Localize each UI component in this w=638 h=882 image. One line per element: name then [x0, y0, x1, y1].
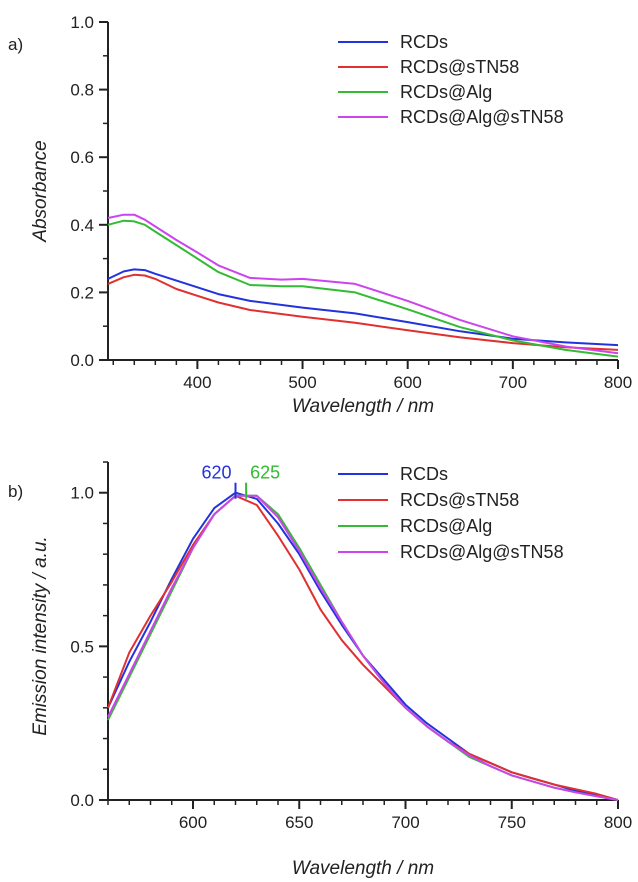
peak-label: 625 — [250, 463, 280, 483]
panel-b-label: b) — [8, 482, 23, 501]
plot-area-a — [108, 22, 618, 360]
panel-a-label: a) — [8, 35, 23, 54]
series-line-rcds-stn58 — [107, 273, 619, 351]
axes-a: 400 500 600 700 800 0.0 0.2 0.4 0.6 0.8 1.0 — [70, 13, 632, 392]
legend-a: RCDs RCDs@sTN58 RCDs@Alg RCDs@Alg@sTN58 — [338, 32, 564, 127]
y-axis-title-b: Emission intensity / a.u. — [30, 536, 51, 736]
x-tick-label: 500 — [288, 373, 316, 392]
series-line-rcds-alg-stn58 — [107, 213, 619, 355]
legend-label: RCDs@Alg — [400, 82, 492, 102]
y-tick-label: 0.0 — [70, 791, 94, 810]
y-tick-label: 0.5 — [70, 637, 94, 656]
legend-label: RCDs@Alg — [400, 516, 492, 536]
x-tick-label: 700 — [499, 373, 527, 392]
x-tick-label: 700 — [391, 813, 419, 832]
y-tick-label: 0.4 — [70, 216, 94, 235]
series-line-rcds-alg-stn58 — [107, 494, 619, 801]
legend-label: RCDs — [400, 32, 448, 52]
legend-label: RCDs@sTN58 — [400, 57, 519, 77]
y-tick-label: 0.0 — [70, 351, 94, 370]
series-group-b — [107, 491, 619, 801]
y-tick-label: 0.8 — [70, 81, 94, 100]
legend-label: RCDs@Alg@sTN58 — [400, 107, 564, 127]
panel-a-absorbance: a) 400 500 600 700 800 0.0 0.2 0.4 0.6 0.8 1.0 RCD… — [8, 13, 632, 417]
x-tick-label: 600 — [179, 813, 207, 832]
y-tick-label: 1.0 — [70, 484, 94, 503]
peak-label: 620 — [201, 463, 231, 483]
peak-annotations-b: 620 625 — [201, 463, 280, 499]
series-line-rcds — [107, 491, 619, 801]
plot-area-b — [108, 462, 618, 800]
y-tick-label: 0.2 — [70, 283, 94, 302]
y-tick-label: 0.6 — [70, 148, 94, 167]
x-axis-title-a: Wavelength / nm — [292, 396, 434, 417]
series-line-rcds — [107, 268, 619, 347]
x-tick-label: 650 — [285, 813, 313, 832]
x-tick-label: 600 — [394, 373, 422, 392]
y-tick-label: 1.0 — [70, 13, 94, 32]
legend-b: RCDs RCDs@sTN58 RCDs@Alg RCDs@Alg@sTN58 — [338, 464, 564, 562]
legend-label: RCDs@Alg@sTN58 — [400, 542, 564, 562]
axes-b: 600 650 700 750 800 0.0 0.5 1.0 — [70, 461, 632, 832]
x-tick-label: 750 — [498, 813, 526, 832]
legend-label: RCDs@sTN58 — [400, 490, 519, 510]
x-tick-label: 800 — [604, 373, 632, 392]
legend-label: RCDs — [400, 464, 448, 484]
series-group-a — [107, 213, 619, 358]
x-axis-title-b: Wavelength / nm — [292, 858, 434, 879]
y-axis-title-a: Absorbance — [30, 140, 51, 242]
x-tick-label: 400 — [183, 373, 211, 392]
x-tick-label: 800 — [604, 813, 632, 832]
series-line-rcds-stn58 — [107, 494, 619, 801]
series-line-rcds-alg — [107, 219, 619, 358]
